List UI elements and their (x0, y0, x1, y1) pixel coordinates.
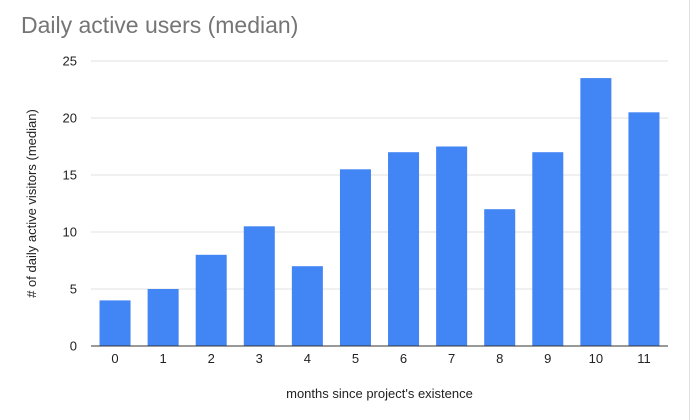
bar (147, 289, 179, 346)
x-tick-label: 11 (637, 351, 651, 366)
x-tick-label: 2 (208, 351, 215, 366)
y-tick-label: 0 (70, 339, 77, 354)
bar (291, 266, 323, 346)
bar (243, 226, 275, 346)
x-tick-label: 1 (160, 351, 167, 366)
x-tick-label: 7 (448, 351, 455, 366)
y-tick-label: 20 (63, 111, 77, 126)
gridlines (91, 60, 668, 290)
x-tick-label: 4 (304, 351, 311, 366)
x-tick-labels: 0 1 2 3 4 5 6 7 8 9 10 11 (111, 351, 650, 366)
x-axis-label: months since project's existence (286, 386, 473, 401)
x-tick-label: 5 (352, 351, 359, 366)
x-tick-label: 6 (400, 351, 407, 366)
bar (436, 146, 468, 346)
x-tick-label: 3 (256, 351, 263, 366)
x-tick-label: 8 (496, 351, 503, 366)
y-tick-labels: 0 5 10 15 20 25 (63, 54, 77, 354)
bar (580, 78, 612, 346)
y-tick-label: 15 (63, 168, 77, 183)
bar (195, 254, 227, 346)
x-tick-label: 0 (111, 351, 118, 366)
x-tick-label: 10 (589, 351, 603, 366)
bar (99, 300, 131, 346)
y-tick-label: 5 (70, 282, 77, 297)
bars (99, 78, 660, 346)
y-tick-label: 25 (63, 54, 77, 69)
y-tick-label: 10 (63, 225, 77, 240)
chart-title: Daily active users (median) (21, 12, 299, 38)
bar (532, 152, 564, 346)
bar (388, 152, 420, 346)
bar (628, 112, 660, 346)
y-axis-label: # of daily active visitors (median) (24, 109, 39, 298)
bar (339, 169, 371, 346)
bar (484, 209, 516, 346)
x-tick-label: 9 (544, 351, 551, 366)
